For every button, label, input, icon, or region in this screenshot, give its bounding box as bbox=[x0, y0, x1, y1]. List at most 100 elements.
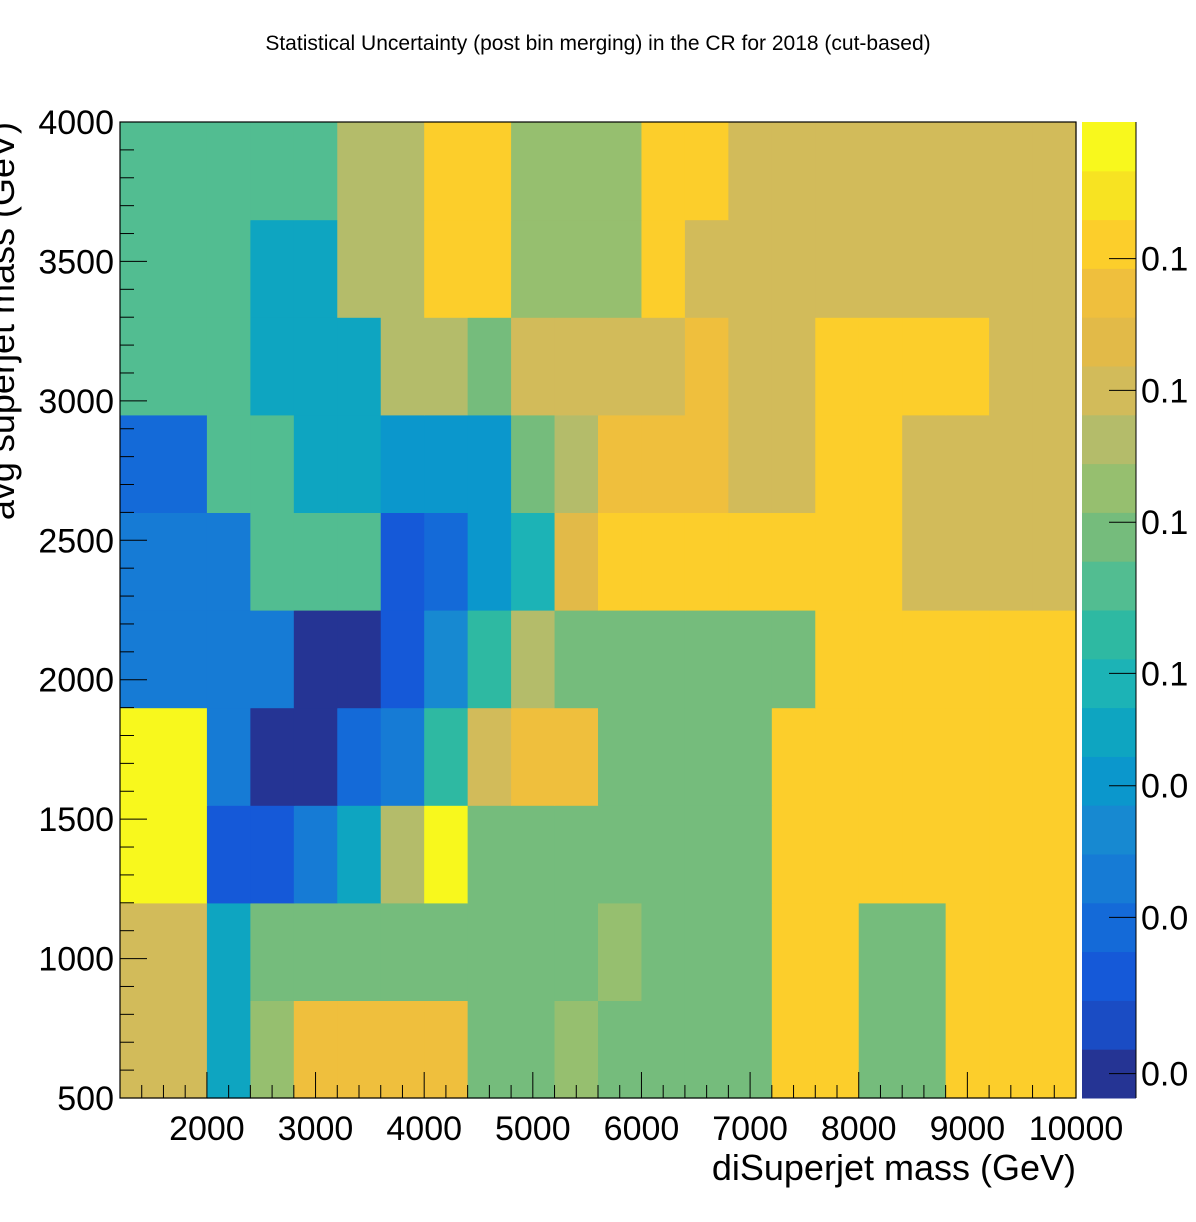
heatmap-cell bbox=[424, 317, 469, 416]
x-tick-label: 4000 bbox=[386, 1110, 462, 1148]
heatmap-cell bbox=[902, 805, 947, 904]
heatmap-cell bbox=[728, 122, 773, 221]
heatmap-cell bbox=[728, 610, 773, 709]
heatmap-cell bbox=[641, 902, 686, 1001]
heatmap-cell bbox=[1032, 707, 1077, 806]
y-tick-label: 2500 bbox=[38, 522, 114, 560]
heatmap-cell bbox=[1032, 414, 1077, 513]
heatmap-cell bbox=[424, 219, 469, 318]
heatmap-cell bbox=[771, 902, 816, 1001]
y-tick-label: 2000 bbox=[38, 662, 114, 700]
heatmap-cell bbox=[467, 219, 512, 318]
heatmap-cell bbox=[684, 317, 729, 416]
heatmap-cell bbox=[945, 805, 990, 904]
heatmap-cell bbox=[206, 122, 251, 221]
heatmap-cell bbox=[511, 610, 556, 709]
color-scale-swatch bbox=[1082, 805, 1136, 855]
heatmap-cell bbox=[250, 219, 295, 318]
y-tick-label: 3000 bbox=[38, 383, 114, 421]
heatmap-cell bbox=[554, 219, 599, 318]
color-scale-swatch bbox=[1082, 463, 1136, 513]
heatmap-cell bbox=[293, 610, 338, 709]
color-scale-swatch bbox=[1082, 122, 1136, 172]
heatmap-cell bbox=[641, 317, 686, 416]
heatmap-cell bbox=[728, 512, 773, 611]
heatmap-cell bbox=[120, 512, 208, 611]
heatmap-cell bbox=[641, 805, 686, 904]
heatmap-cell bbox=[424, 512, 469, 611]
heatmap-cell bbox=[945, 512, 990, 611]
x-tick-label: 3000 bbox=[278, 1110, 354, 1148]
heatmap-cell bbox=[771, 707, 816, 806]
heatmap-cell bbox=[1032, 805, 1077, 904]
heatmap-cell bbox=[380, 902, 425, 1001]
heatmap-cell bbox=[250, 1000, 295, 1099]
heatmap-cell bbox=[989, 122, 1034, 221]
heatmap-cell bbox=[250, 414, 295, 513]
color-scale-swatch bbox=[1082, 854, 1136, 904]
heatmap-cell bbox=[771, 1000, 816, 1099]
heatmap-cell bbox=[902, 414, 947, 513]
heatmap-cell bbox=[467, 122, 512, 221]
heatmap-cell bbox=[554, 610, 599, 709]
heatmap-cell bbox=[554, 122, 599, 221]
x-tick-label: 5000 bbox=[495, 1110, 571, 1148]
heatmap-cell bbox=[902, 610, 947, 709]
heatmap-cell bbox=[902, 122, 947, 221]
color-scale-swatch bbox=[1082, 170, 1136, 221]
heatmap-cell bbox=[728, 219, 773, 318]
heatmap-cell bbox=[511, 512, 556, 611]
heatmap-cell bbox=[380, 707, 425, 806]
axis-ticks bbox=[119, 121, 1077, 1099]
x-axis-title: diSuperjet mass (GeV) bbox=[712, 1147, 1076, 1188]
color-scale bbox=[1082, 122, 1137, 1099]
heatmap-cell bbox=[684, 707, 729, 806]
y-tick-label: 4000 bbox=[38, 104, 114, 142]
heatmap-cell bbox=[684, 414, 729, 513]
heatmap-cell bbox=[771, 414, 816, 513]
heatmap-cell bbox=[945, 414, 990, 513]
y-tick-label: 1000 bbox=[38, 941, 114, 979]
heatmap-cell bbox=[424, 902, 469, 1001]
heatmap-cell bbox=[337, 414, 382, 513]
heatmap-cell bbox=[424, 414, 469, 513]
color-scale-label: 0.1 bbox=[1141, 372, 1188, 410]
heatmap-cell bbox=[467, 805, 512, 904]
heatmap-cell bbox=[858, 1000, 903, 1099]
heatmap-cell bbox=[641, 414, 686, 513]
heatmap-cell bbox=[684, 805, 729, 904]
heatmap-cell bbox=[598, 512, 643, 611]
heatmap-cell bbox=[598, 610, 643, 709]
heatmap-cell bbox=[467, 902, 512, 1001]
heatmap-cell bbox=[120, 1000, 208, 1099]
heatmap-cell bbox=[554, 512, 599, 611]
heatmap-cell bbox=[293, 512, 338, 611]
heatmap-cell bbox=[771, 122, 816, 221]
heatmap-cell bbox=[858, 317, 903, 416]
heatmap-cell bbox=[684, 1000, 729, 1099]
heatmap-cell bbox=[206, 707, 251, 806]
color-scale-swatch bbox=[1082, 219, 1136, 269]
heatmap-cell bbox=[120, 610, 208, 709]
heatmap-cell bbox=[815, 414, 860, 513]
heatmap-cell bbox=[989, 902, 1034, 1001]
heatmap-cell bbox=[293, 707, 338, 806]
heatmap-cell bbox=[989, 414, 1034, 513]
heatmap-cell bbox=[858, 512, 903, 611]
heatmap-cell bbox=[337, 122, 382, 221]
heatmap-cell bbox=[554, 707, 599, 806]
heatmap-cell bbox=[337, 512, 382, 611]
heatmap-cell bbox=[206, 610, 251, 709]
heatmap-cell bbox=[467, 317, 512, 416]
heatmap-cell bbox=[1032, 122, 1077, 221]
heatmap-cell bbox=[641, 610, 686, 709]
heatmap-cell bbox=[120, 707, 208, 806]
y-tick-label: 3500 bbox=[38, 243, 114, 281]
heatmap-cell bbox=[120, 122, 208, 221]
heatmap-cell bbox=[293, 317, 338, 416]
heatmap-cell bbox=[380, 512, 425, 611]
heatmap-cell bbox=[858, 414, 903, 513]
heatmap-cell bbox=[337, 805, 382, 904]
heatmap-cell bbox=[511, 122, 556, 221]
heatmap-cell bbox=[902, 1000, 947, 1099]
